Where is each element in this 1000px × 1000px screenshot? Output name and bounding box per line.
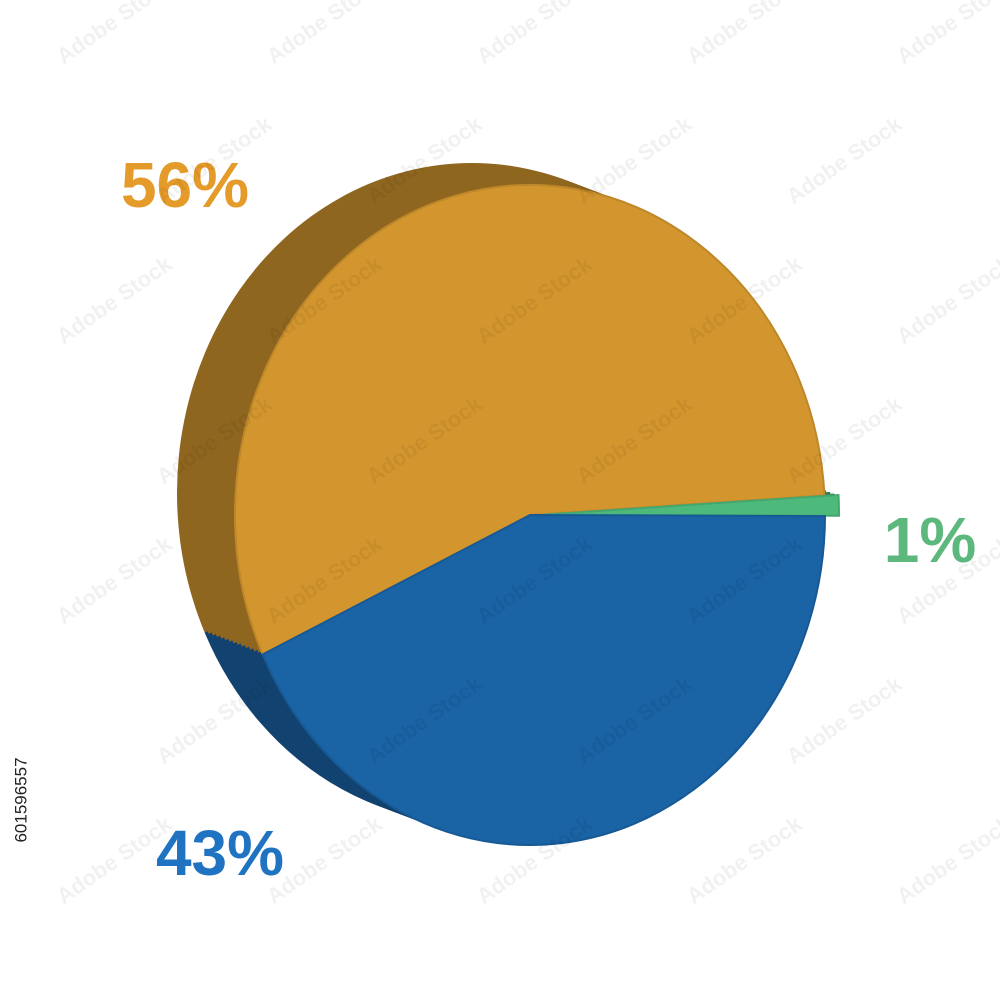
watermark: Adobe Stock [782,671,907,769]
watermark: Adobe Stock [682,0,807,69]
watermark: Adobe Stock [472,0,597,69]
watermark: Adobe Stock [572,111,697,209]
watermark: Adobe Stock [52,531,177,629]
watermark: Adobe Stock [52,0,177,69]
pie-slice [543,493,840,517]
watermark: Adobe Stock [52,251,177,349]
value-label: 56% [121,149,249,221]
pie-slice [261,513,827,846]
labels: 56% 1% 43% [121,149,976,889]
watermark: Adobe Stock [892,0,1000,69]
image-id: 601596557 [11,757,30,842]
watermark: Adobe Stock [892,251,1000,349]
watermark: Adobe Stock [892,811,1000,909]
watermark: Adobe Stock [682,811,807,909]
pie-slice [234,184,826,656]
watermark: Adobe Stock [992,391,1000,489]
watermark: Adobe Stock [992,111,1000,209]
value-label: 1% [884,504,977,576]
value-label: 43% [156,817,284,889]
watermark: Adobe Stock [782,111,907,209]
watermark: Adobe Stock [262,0,387,69]
pie [177,163,840,846]
watermark: Adobe Stock [992,671,1000,769]
